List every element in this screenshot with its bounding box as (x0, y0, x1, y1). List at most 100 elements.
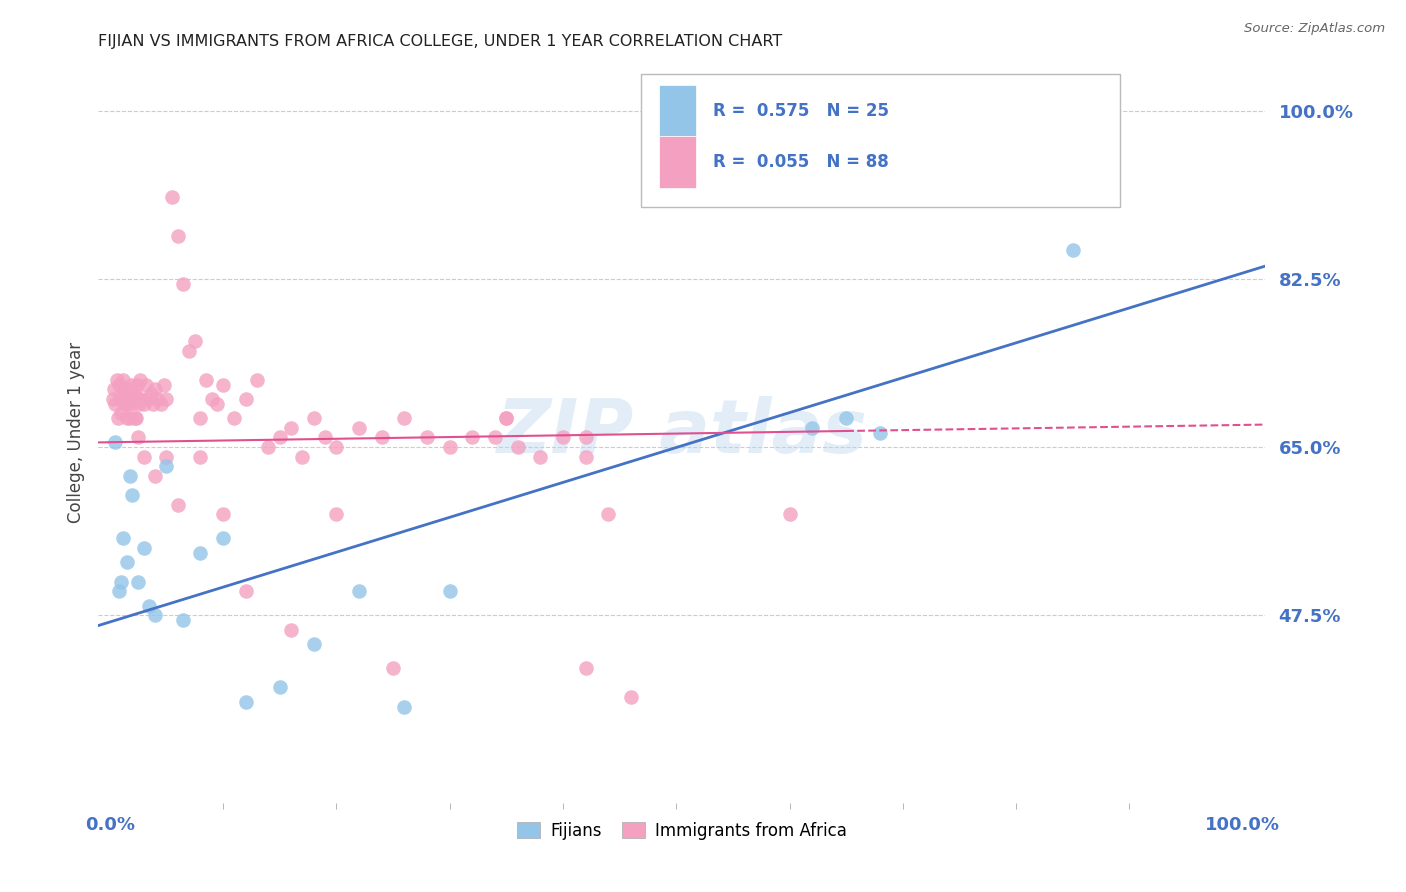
Point (207, 397, 229, 411)
Point (779, 508, 801, 522)
Point (139, 387, 162, 401)
Point (107, 411, 129, 425)
Point (190, 450, 212, 464)
Point (370, 430, 392, 444)
Y-axis label: College, Under 1 year: College, Under 1 year (66, 342, 84, 524)
Point (212, 377, 235, 392)
Point (124, 387, 146, 401)
Point (108, 377, 131, 392)
Point (124, 411, 146, 425)
Point (280, 421, 302, 435)
Point (120, 377, 142, 392)
Point (439, 584, 461, 599)
Point (143, 382, 166, 396)
Point (135, 377, 157, 392)
Point (347, 421, 370, 435)
Point (104, 397, 127, 411)
Point (235, 695, 257, 709)
Point (127, 574, 149, 589)
Point (101, 392, 124, 406)
Point (235, 584, 257, 599)
Point (291, 450, 314, 464)
Point (224, 411, 246, 425)
Point (131, 392, 153, 406)
Text: R =  0.575   N = 25: R = 0.575 N = 25 (713, 102, 890, 120)
Point (136, 392, 159, 406)
Point (142, 397, 165, 411)
Point (1062, 243, 1084, 257)
Text: FIJIAN VS IMMIGRANTS FROM AFRICA COLLEGE, UNDER 1 YEAR CORRELATION CHART: FIJIAN VS IMMIGRANTS FROM AFRICA COLLEGE… (98, 34, 783, 49)
Point (120, 411, 142, 425)
Legend: Fijians, Immigrants from Africa: Fijians, Immigrants from Africa (510, 815, 853, 847)
Point (118, 387, 141, 401)
Point (201, 392, 224, 406)
Point (125, 377, 148, 392)
Point (212, 532, 235, 546)
Point (314, 430, 336, 444)
Point (105, 373, 128, 387)
Point (235, 392, 257, 406)
Text: Source: ZipAtlas.com: Source: ZipAtlas.com (1244, 22, 1385, 36)
Point (103, 382, 125, 396)
Point (416, 430, 439, 444)
Point (620, 690, 643, 704)
Point (190, 411, 212, 425)
Point (382, 661, 405, 675)
Point (257, 440, 280, 454)
FancyBboxPatch shape (641, 73, 1119, 207)
Point (495, 411, 517, 425)
Point (484, 430, 506, 444)
Point (112, 373, 135, 387)
Point (166, 498, 188, 512)
Point (347, 584, 370, 599)
Point (506, 440, 529, 454)
Point (195, 373, 218, 387)
Point (495, 411, 517, 425)
Point (246, 373, 269, 387)
Point (190, 546, 212, 560)
Point (575, 450, 598, 464)
Point (143, 608, 166, 623)
Point (177, 343, 200, 358)
Point (153, 377, 176, 392)
Point (132, 450, 155, 464)
Point (155, 459, 177, 474)
Point (183, 334, 205, 349)
Point (325, 440, 347, 454)
Point (394, 699, 416, 714)
Point (149, 397, 172, 411)
Point (114, 392, 136, 406)
Point (108, 392, 131, 406)
Point (439, 440, 461, 454)
Point (114, 397, 136, 411)
Point (115, 556, 138, 570)
Point (575, 430, 598, 444)
Point (110, 574, 132, 589)
Point (551, 430, 574, 444)
FancyBboxPatch shape (658, 85, 696, 136)
Point (302, 411, 325, 425)
Point (212, 508, 235, 522)
Point (132, 397, 155, 411)
Point (146, 392, 169, 406)
FancyBboxPatch shape (658, 136, 696, 188)
Text: R =  0.055   N = 88: R = 0.055 N = 88 (713, 153, 889, 171)
Point (269, 430, 291, 444)
Point (155, 392, 177, 406)
Point (127, 392, 149, 406)
Point (128, 397, 150, 411)
Point (120, 469, 142, 483)
Point (110, 406, 132, 420)
Point (325, 508, 347, 522)
Point (801, 421, 824, 435)
Point (575, 661, 598, 675)
Point (172, 277, 194, 291)
Point (104, 435, 127, 450)
Point (115, 382, 138, 396)
Point (155, 450, 177, 464)
Point (598, 508, 620, 522)
Point (172, 613, 194, 627)
Point (121, 397, 143, 411)
Point (122, 392, 145, 406)
Point (869, 425, 891, 440)
